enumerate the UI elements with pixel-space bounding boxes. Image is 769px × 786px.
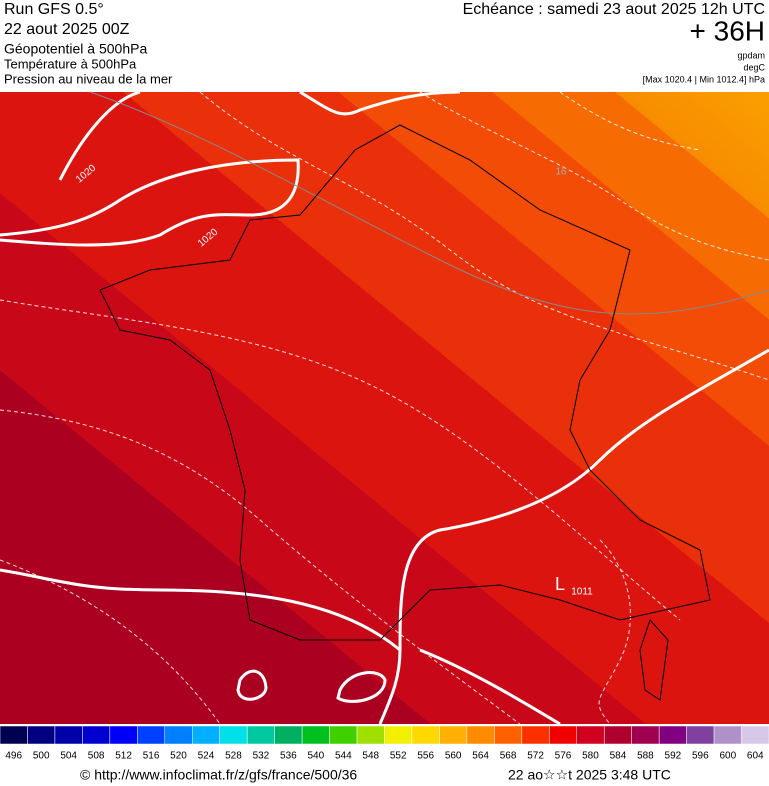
colorbar-label: 556 [417,751,434,762]
unit: degC [743,62,765,72]
colorbar-cell [109,725,138,745]
layer: Pression au niveau de la mer [4,71,173,86]
colorbar-label: 596 [692,751,709,762]
colorbar-label: 536 [280,751,297,762]
colorbar-label: 548 [362,751,379,762]
colorbar-cell [686,725,715,745]
low-marker: L [555,574,565,594]
colorbar-cell [439,725,468,745]
layer: Température à 500hPa [4,56,137,71]
colorbar-cell [246,725,275,745]
colorbar-cell [0,725,28,745]
low-pressure: 1011 [571,587,593,598]
colorbar-cell [164,725,193,745]
colorbar-cell [631,725,660,745]
run-date: 22 aout 2025 00Z [4,21,130,38]
colorbar-label: 512 [115,751,132,762]
colorbar-cell [549,725,577,745]
isotherm-16 [89,91,769,315]
colorbar-label: 576 [555,751,572,762]
colorbar-cell [466,725,495,745]
extremes: [Max 1020.4 | Min 1012.4] hPa [643,74,765,84]
colorbar-cell [603,725,632,745]
france-outline [99,124,711,641]
colorbar-label: 572 [527,751,544,762]
colorbar-cell [384,725,413,745]
temperature-field [0,92,769,724]
colorbar-label: 528 [225,751,242,762]
colorbar-label: 588 [637,751,654,762]
colorbar-label: 516 [143,751,160,762]
colorbar-label: 600 [719,751,736,762]
colorbar-cell [411,725,440,745]
colorbar-label: 580 [582,751,599,762]
timestamp: 22 ao☆☆t 2025 3:48 UTC [508,767,671,783]
run: Run GFS 0.5° [4,1,104,18]
horizon: + 36H [690,15,766,46]
colorbar-label: 560 [445,751,462,762]
colorbar-cell [301,725,330,745]
colorbar-cell [713,725,742,745]
colorbar-cell [274,725,303,745]
colorbar: 496 500 504 508 512 516 520 524 528 532 536 540 544 5… [0,725,769,762]
colorbar-label: 520 [170,751,187,762]
colorbar-label: 568 [500,751,517,762]
echeance: Echéance : samedi 23 aout 2025 12h UTC [463,1,765,18]
isobars [0,90,769,726]
colorbar-cell [741,725,769,745]
colorbar-label: 532 [253,751,270,762]
colorbar-label: 508 [88,751,105,762]
colorbar-cell [137,725,166,745]
colorbar-cell [27,725,56,745]
unit: gpdam [737,50,765,60]
colorbar-cell [494,725,523,745]
isotherm-label: 16 [555,167,567,178]
colorbar-cell [82,725,111,745]
colorbar-cell [54,725,83,745]
colorbar-label: 564 [472,751,489,762]
colorbar-label: 592 [665,751,682,762]
source: © http://www.infoclimat.fr/z/gfs/france/… [80,767,357,783]
corsica-outline [639,619,669,701]
map: 1020 1020 16 L 1011 [0,90,769,726]
colorbar-label: 524 [198,751,215,762]
colorbar-label: 496 [5,751,22,762]
colorbar-label: 540 [307,751,324,762]
colorbar-label: 552 [390,751,407,762]
colorbar-cell [521,725,550,745]
colorbar-cell [219,725,248,745]
colorbar-label: 584 [610,751,627,762]
colorbar-label: 500 [33,751,50,762]
layer: Géopotentiel à 500hPa [4,41,147,57]
colorbar-cell [329,725,358,745]
colorbar-label: 504 [60,751,77,762]
colorbar-cell [658,725,687,745]
colorbar-label: 604 [747,751,764,762]
colorbar-cell [356,725,385,745]
isotherms [0,91,769,725]
colorbar-cell [576,725,605,745]
colorbar-label: 544 [335,751,352,762]
colorbar-cell [192,725,220,745]
